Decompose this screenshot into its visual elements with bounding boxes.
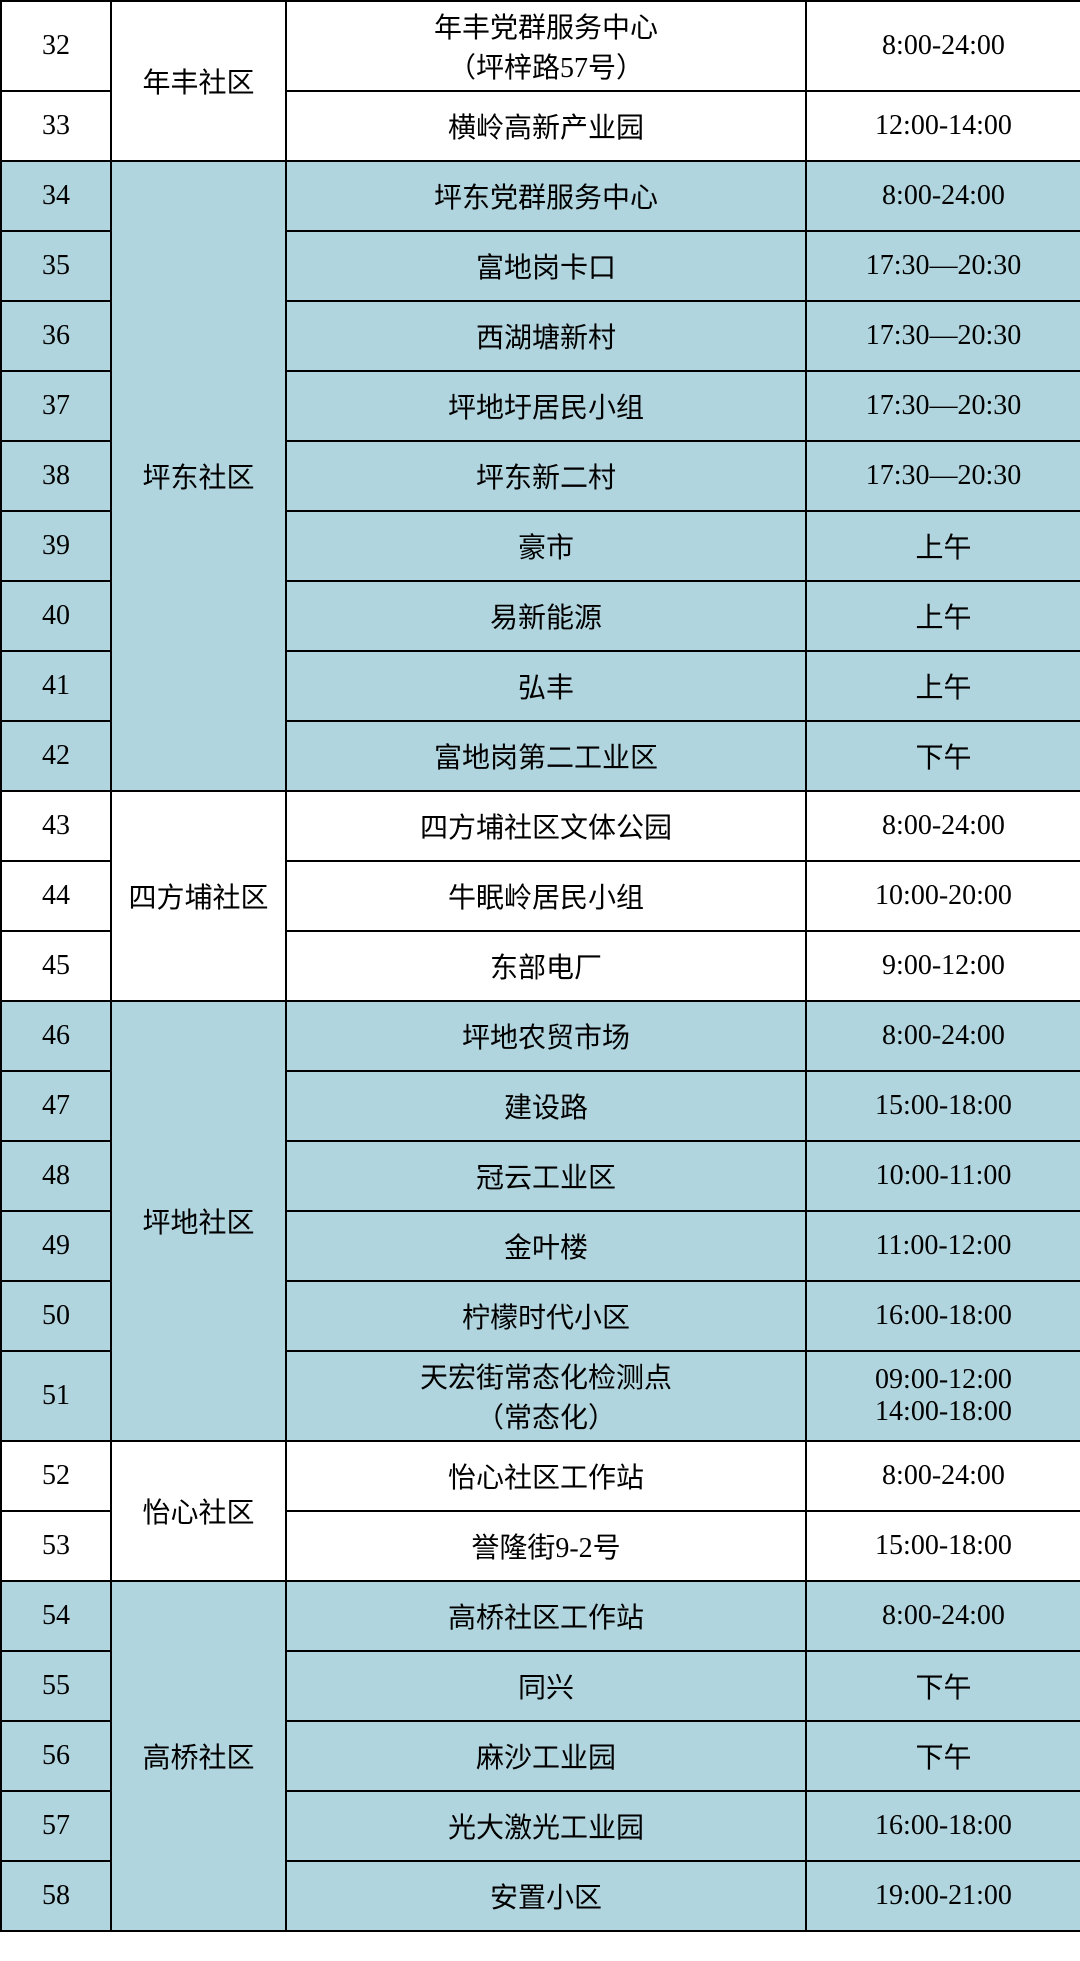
location-cell: 同兴: [286, 1651, 806, 1721]
row-index: 54: [1, 1581, 111, 1651]
time-cell: 上午: [806, 581, 1080, 651]
time-cell: 上午: [806, 511, 1080, 581]
row-index: 52: [1, 1441, 111, 1511]
community-cell: 四方埔社区: [111, 791, 286, 1001]
row-index: 35: [1, 231, 111, 301]
time-cell: 8:00-24:00: [806, 1441, 1080, 1511]
row-index: 56: [1, 1721, 111, 1791]
time-cell: 10:00-20:00: [806, 861, 1080, 931]
row-index: 32: [1, 1, 111, 91]
location-cell: 建设路: [286, 1071, 806, 1141]
time-cell: 17:30—20:30: [806, 441, 1080, 511]
time-cell: 19:00-21:00: [806, 1861, 1080, 1931]
row-index: 55: [1, 1651, 111, 1721]
row-index: 58: [1, 1861, 111, 1931]
location-cell: 牛眠岭居民小组: [286, 861, 806, 931]
time-cell: 17:30—20:30: [806, 231, 1080, 301]
table-body: 32年丰社区年丰党群服务中心（坪梓路57号）8:00-24:0033横岭高新产业…: [1, 1, 1080, 1931]
time-cell: 下午: [806, 1721, 1080, 1791]
location-cell: 天宏街常态化检测点（常态化）: [286, 1351, 806, 1441]
community-cell: 坪地社区: [111, 1001, 286, 1441]
time-cell: 17:30—20:30: [806, 301, 1080, 371]
row-index: 33: [1, 91, 111, 161]
location-cell: 坪东党群服务中心: [286, 161, 806, 231]
row-index: 51: [1, 1351, 111, 1441]
row-index: 45: [1, 931, 111, 1001]
location-cell: 西湖塘新村: [286, 301, 806, 371]
location-cell: 弘丰: [286, 651, 806, 721]
time-cell: 15:00-18:00: [806, 1071, 1080, 1141]
time-cell: 8:00-24:00: [806, 1581, 1080, 1651]
row-index: 48: [1, 1141, 111, 1211]
community-cell: 高桥社区: [111, 1581, 286, 1931]
location-cell: 誉隆街9-2号: [286, 1511, 806, 1581]
location-cell: 坪地农贸市场: [286, 1001, 806, 1071]
row-index: 41: [1, 651, 111, 721]
time-cell: 8:00-24:00: [806, 1, 1080, 91]
location-cell: 豪市: [286, 511, 806, 581]
time-cell: 下午: [806, 1651, 1080, 1721]
time-cell: 17:30—20:30: [806, 371, 1080, 441]
time-cell: 8:00-24:00: [806, 791, 1080, 861]
row-index: 34: [1, 161, 111, 231]
time-cell: 16:00-18:00: [806, 1281, 1080, 1351]
time-cell: 8:00-24:00: [806, 161, 1080, 231]
row-index: 44: [1, 861, 111, 931]
row-index: 47: [1, 1071, 111, 1141]
time-cell: 16:00-18:00: [806, 1791, 1080, 1861]
time-cell: 09:00-12:0014:00-18:00: [806, 1351, 1080, 1441]
table-row: 46坪地社区坪地农贸市场8:00-24:00: [1, 1001, 1080, 1071]
row-index: 43: [1, 791, 111, 861]
location-cell: 易新能源: [286, 581, 806, 651]
time-cell: 10:00-11:00: [806, 1141, 1080, 1211]
location-cell: 东部电厂: [286, 931, 806, 1001]
schedule-table: 32年丰社区年丰党群服务中心（坪梓路57号）8:00-24:0033横岭高新产业…: [0, 0, 1080, 1932]
row-index: 36: [1, 301, 111, 371]
row-index: 38: [1, 441, 111, 511]
location-cell: 麻沙工业园: [286, 1721, 806, 1791]
location-cell: 四方埔社区文体公园: [286, 791, 806, 861]
location-cell: 安置小区: [286, 1861, 806, 1931]
location-cell: 坪地圩居民小组: [286, 371, 806, 441]
time-cell: 11:00-12:00: [806, 1211, 1080, 1281]
location-cell: 怡心社区工作站: [286, 1441, 806, 1511]
location-cell: 富地岗第二工业区: [286, 721, 806, 791]
time-cell: 9:00-12:00: [806, 931, 1080, 1001]
location-cell: 冠云工业区: [286, 1141, 806, 1211]
location-cell: 年丰党群服务中心（坪梓路57号）: [286, 1, 806, 91]
location-cell: 柠檬时代小区: [286, 1281, 806, 1351]
table-row: 54高桥社区高桥社区工作站8:00-24:00: [1, 1581, 1080, 1651]
time-cell: 12:00-14:00: [806, 91, 1080, 161]
location-cell: 光大激光工业园: [286, 1791, 806, 1861]
location-cell: 金叶楼: [286, 1211, 806, 1281]
row-index: 53: [1, 1511, 111, 1581]
location-cell: 横岭高新产业园: [286, 91, 806, 161]
table-row: 32年丰社区年丰党群服务中心（坪梓路57号）8:00-24:00: [1, 1, 1080, 91]
table-row: 43四方埔社区四方埔社区文体公园8:00-24:00: [1, 791, 1080, 861]
table-row: 52怡心社区怡心社区工作站8:00-24:00: [1, 1441, 1080, 1511]
row-index: 40: [1, 581, 111, 651]
row-index: 49: [1, 1211, 111, 1281]
row-index: 50: [1, 1281, 111, 1351]
row-index: 42: [1, 721, 111, 791]
table-row: 34坪东社区坪东党群服务中心8:00-24:00: [1, 161, 1080, 231]
row-index: 57: [1, 1791, 111, 1861]
community-cell: 年丰社区: [111, 1, 286, 161]
time-cell: 上午: [806, 651, 1080, 721]
community-cell: 坪东社区: [111, 161, 286, 791]
row-index: 37: [1, 371, 111, 441]
community-cell: 怡心社区: [111, 1441, 286, 1581]
time-cell: 8:00-24:00: [806, 1001, 1080, 1071]
location-cell: 富地岗卡口: [286, 231, 806, 301]
location-cell: 高桥社区工作站: [286, 1581, 806, 1651]
row-index: 46: [1, 1001, 111, 1071]
time-cell: 15:00-18:00: [806, 1511, 1080, 1581]
row-index: 39: [1, 511, 111, 581]
location-cell: 坪东新二村: [286, 441, 806, 511]
time-cell: 下午: [806, 721, 1080, 791]
